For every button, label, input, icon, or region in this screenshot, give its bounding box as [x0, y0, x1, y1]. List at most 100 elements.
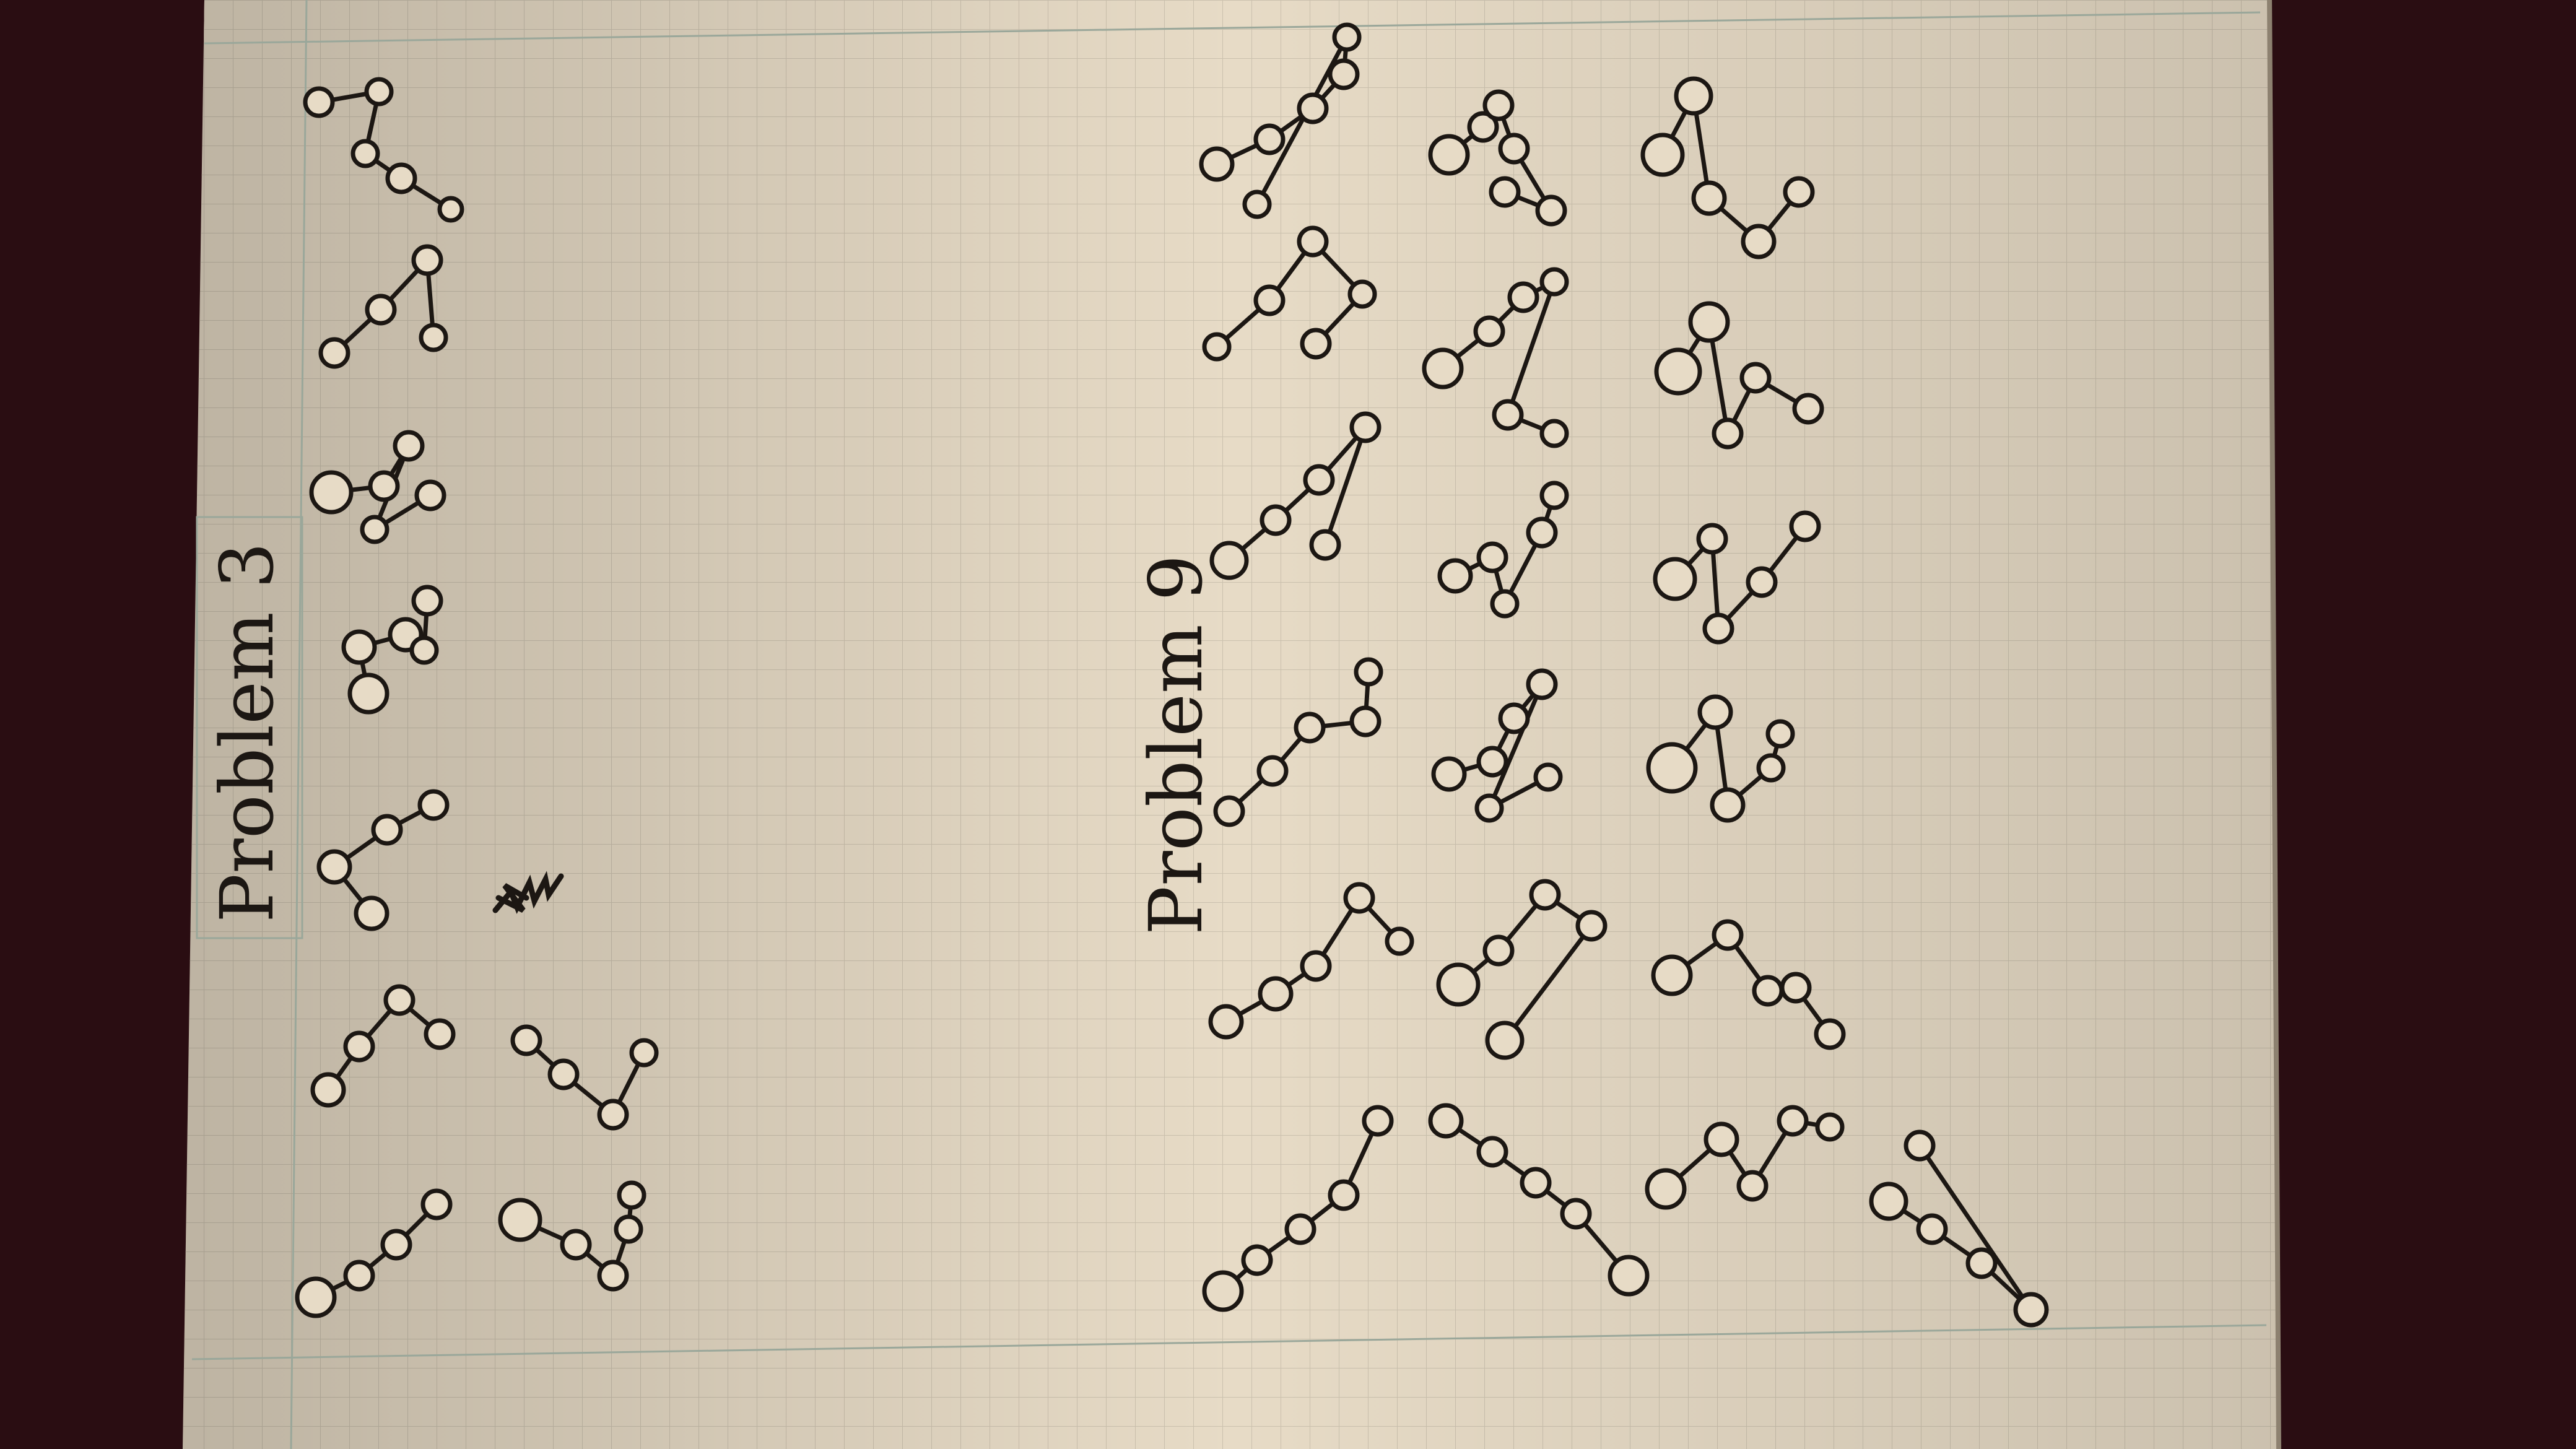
tree-node	[354, 895, 389, 931]
tree-drawing	[1428, 89, 1567, 227]
tree-node	[1242, 189, 1272, 219]
tree-node	[417, 789, 450, 821]
tree-node	[424, 1018, 456, 1050]
tree-node	[1529, 879, 1561, 911]
tree-node	[1712, 417, 1744, 450]
tree-node	[1328, 1179, 1360, 1211]
tree-node	[1539, 267, 1569, 297]
tree-node	[420, 1188, 453, 1221]
tree-node	[1645, 1168, 1687, 1210]
tree-node	[1783, 176, 1815, 208]
tree-drawing	[1653, 510, 1821, 645]
tree-node	[1904, 1129, 1936, 1162]
tree-node	[498, 1198, 542, 1242]
tree-node	[1431, 756, 1467, 792]
tree-node	[419, 323, 448, 352]
tree-drawing	[303, 77, 464, 223]
tree-node	[1303, 464, 1335, 496]
tree-node	[1476, 1136, 1508, 1168]
tree-node	[1209, 541, 1249, 580]
tree-node	[1489, 176, 1521, 208]
tree-node	[1492, 399, 1524, 431]
tree-node	[1482, 89, 1515, 121]
tree-node	[1741, 224, 1777, 259]
tree-drawing	[1428, 1103, 1650, 1297]
tree-node	[1608, 1255, 1650, 1297]
tree-node	[309, 470, 354, 515]
tree-node	[2013, 1292, 2049, 1328]
tree-drawing	[1645, 1105, 1845, 1210]
tree-node	[1640, 133, 1685, 177]
scribble-mark	[492, 871, 564, 914]
tree-node	[1253, 123, 1286, 155]
tree-node	[350, 139, 380, 168]
tree-node	[1428, 134, 1470, 176]
tree-node	[303, 86, 335, 118]
tree-node	[1520, 1167, 1552, 1199]
tree-node	[1467, 111, 1499, 143]
tree-node	[364, 77, 394, 107]
tree-drawing	[1208, 882, 1414, 1040]
tree-drawing	[1869, 1129, 2049, 1328]
tree-node	[614, 1214, 643, 1244]
tree-node	[316, 849, 352, 885]
tree-node	[1347, 279, 1377, 309]
tree-node	[1258, 976, 1294, 1012]
tree-node	[1674, 76, 1713, 116]
tree-drawing	[341, 585, 443, 715]
tree-node	[510, 1024, 542, 1056]
paper-shade	[183, 0, 2279, 1449]
tree-node	[1498, 702, 1530, 734]
tree-node	[368, 470, 400, 502]
tree-node	[411, 585, 443, 617]
tree-node	[411, 244, 443, 276]
tree-node	[1575, 910, 1608, 942]
tree-node	[437, 196, 464, 223]
tree-node	[1473, 315, 1505, 347]
tree-node	[547, 1058, 580, 1090]
tree-drawing	[1431, 668, 1563, 823]
tree-node	[1712, 919, 1744, 951]
tree-node	[1328, 58, 1360, 90]
tree-drawing	[1202, 225, 1377, 362]
tree-drawing	[309, 430, 446, 544]
margin-lines	[191, 0, 2267, 1449]
tree-node	[1814, 1018, 1846, 1050]
tree-node	[597, 1260, 629, 1292]
tree-drawing	[1213, 657, 1383, 827]
tree-drawing	[1654, 301, 1824, 450]
tree-node	[1309, 529, 1341, 561]
tree-node	[1526, 516, 1558, 549]
tree-node	[1476, 746, 1508, 778]
tree-node	[1343, 882, 1375, 914]
tree-drawing	[1202, 1105, 1394, 1312]
tree-node	[1765, 719, 1795, 749]
tree-node	[1332, 22, 1362, 52]
tree-node	[1792, 393, 1824, 425]
tree-node	[560, 1229, 592, 1261]
tree-node	[1869, 1181, 1908, 1221]
tree-drawing	[498, 1180, 646, 1292]
tree-node	[597, 1099, 629, 1131]
tree-node	[1691, 180, 1727, 216]
tree-node	[1526, 668, 1558, 700]
tree-node	[1241, 1244, 1273, 1276]
tree-node	[1560, 1198, 1592, 1230]
tree-drawing	[1640, 76, 1815, 259]
tree-node	[1789, 510, 1821, 542]
tree-node	[1507, 281, 1539, 313]
tree-node	[1256, 755, 1289, 787]
tree-node	[1539, 419, 1569, 448]
tree-node	[1362, 1105, 1394, 1137]
tree-node	[393, 430, 425, 462]
tree-node	[1646, 742, 1698, 794]
tree-drawing	[295, 1188, 453, 1318]
tree-node	[1696, 523, 1728, 555]
tree-node	[365, 294, 397, 326]
tree-node	[1777, 1105, 1809, 1137]
tree-drawing	[318, 244, 448, 369]
tree-node	[1428, 1103, 1464, 1139]
tree-node	[1916, 1213, 1948, 1245]
tree-node	[1780, 972, 1812, 1004]
